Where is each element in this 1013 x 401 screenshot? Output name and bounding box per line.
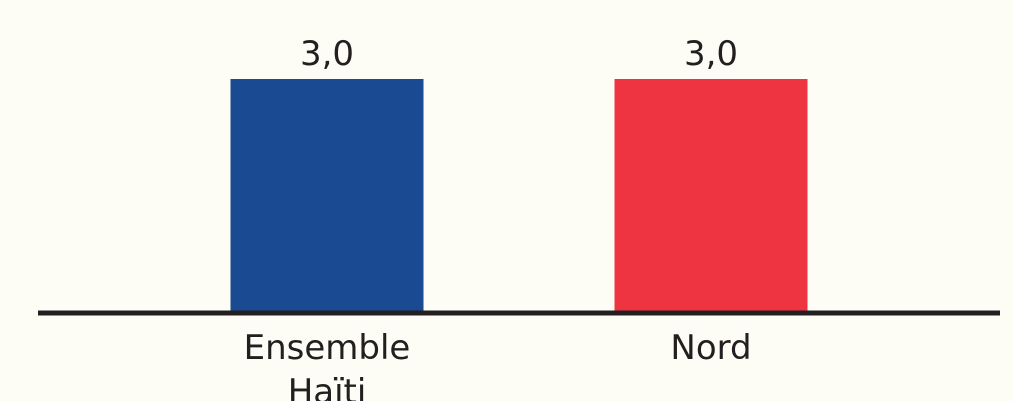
category-labels-group: Ensemble Haïti Nord <box>244 328 752 401</box>
category-label-0-line-1: Haïti <box>288 372 367 401</box>
bar-1 <box>614 79 808 311</box>
value-label-0: 3,0 <box>300 34 354 74</box>
category-label-0-line-0: Ensemble <box>244 328 411 368</box>
bars-group <box>230 79 808 311</box>
value-labels-group: 3,0 3,0 <box>300 34 738 74</box>
bar-0 <box>230 79 424 311</box>
category-label-1-line-0: Nord <box>670 328 751 368</box>
value-label-1: 3,0 <box>684 34 738 74</box>
